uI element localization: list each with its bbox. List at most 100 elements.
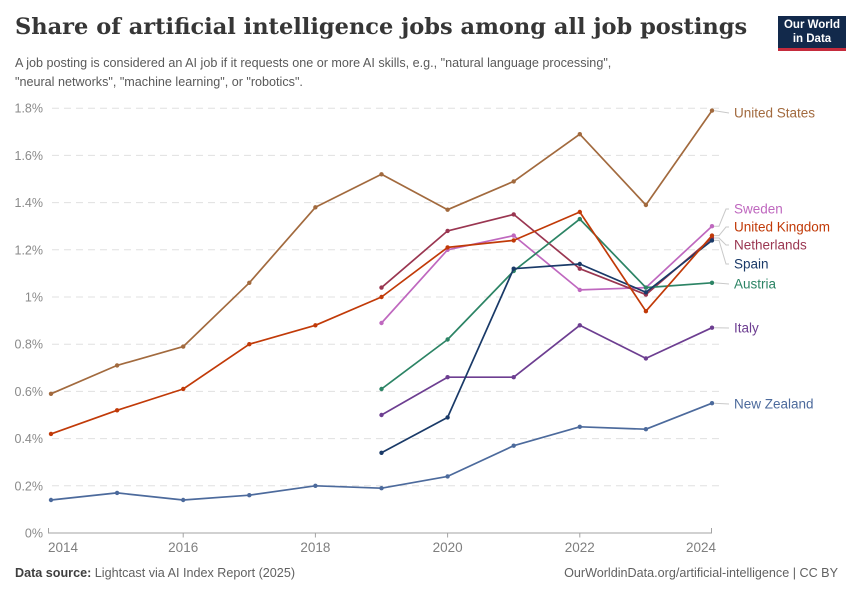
data-point-new-zealand xyxy=(379,486,384,491)
series-line-spain[interactable] xyxy=(380,239,713,454)
data-point-united-kingdom xyxy=(577,209,582,215)
data-point-new-zealand xyxy=(247,493,252,498)
data-point-austria xyxy=(577,216,582,222)
y-axis-tick-label-0.8%: 0.8% xyxy=(15,338,44,352)
data-point-united-states xyxy=(643,202,649,208)
chart-subtitle: A job posting is considered an AI job if… xyxy=(15,54,775,91)
x-axis-tick-label-2014: 2014 xyxy=(48,540,79,555)
y-axis-tick-label-0.6%: 0.6% xyxy=(15,385,44,399)
series-label-spain[interactable]: Spain xyxy=(734,257,769,272)
logo-line-1: Our World xyxy=(783,19,840,31)
y-axis-tick-label-0.2%: 0.2% xyxy=(15,479,44,493)
data-point-new-zealand xyxy=(511,443,516,448)
x-axis-tick-label-2018: 2018 xyxy=(300,540,330,555)
data-point-spain xyxy=(379,450,384,455)
data-point-united-states xyxy=(577,132,582,137)
data-point-austria xyxy=(643,285,649,290)
data-point-united-kingdom xyxy=(313,323,318,328)
data-source-label: Data source: xyxy=(15,566,92,580)
subtitle-line-2: "neural networks", "machine learning", o… xyxy=(15,74,303,89)
our-world-in-data-logo[interactable]: Our World in Data xyxy=(778,16,846,51)
data-point-united-states xyxy=(181,344,186,349)
data-point-sweden xyxy=(379,320,384,326)
series-label-united-states[interactable]: United States xyxy=(734,106,815,121)
data-point-spain xyxy=(643,290,649,295)
data-point-italy xyxy=(511,375,516,380)
page-title: Share of artificial intelligence jobs am… xyxy=(15,14,748,40)
data-point-new-zealand xyxy=(48,497,54,503)
data-point-spain xyxy=(709,238,715,243)
series-line-austria[interactable] xyxy=(380,218,713,390)
data-source-value: Lightcast via AI Index Report (2025) xyxy=(94,566,296,580)
series-label-connector-spain xyxy=(714,239,729,265)
y-axis-tick-label-1%: 1% xyxy=(25,291,43,305)
data-point-united-states xyxy=(313,205,318,210)
y-axis-tick-label-1.6%: 1.6% xyxy=(15,149,44,163)
data-point-united-kingdom xyxy=(511,238,516,243)
data-source-note: Data source: Lightcast via AI Index Repo… xyxy=(15,566,295,580)
data-point-austria xyxy=(379,386,384,392)
x-axis-tick-label-2024: 2024 xyxy=(686,540,717,555)
data-point-united-kingdom xyxy=(48,431,54,437)
series-label-netherlands[interactable]: Netherlands xyxy=(734,238,807,253)
data-point-united-kingdom xyxy=(114,408,120,413)
data-point-netherlands xyxy=(445,228,450,234)
series-label-connector-united-states xyxy=(713,110,730,114)
data-point-united-states xyxy=(114,363,120,368)
data-point-united-states xyxy=(511,179,516,184)
series-line-netherlands[interactable] xyxy=(380,213,713,296)
series-line-italy[interactable] xyxy=(380,324,713,416)
series-label-austria[interactable]: Austria xyxy=(734,277,777,292)
data-point-united-kingdom xyxy=(445,245,450,250)
data-point-united-states xyxy=(709,108,715,113)
data-point-new-zealand xyxy=(114,490,120,496)
x-axis-tick-label-2022: 2022 xyxy=(565,540,595,555)
data-point-united-kingdom xyxy=(379,294,384,300)
data-point-sweden xyxy=(577,287,582,293)
y-axis-tick-label-0%: 0% xyxy=(25,527,43,541)
series-label-connector-netherlands xyxy=(714,237,729,246)
credit-link[interactable]: OurWorldinData.org/artificial-intelligen… xyxy=(564,566,838,580)
series-label-connector-austria xyxy=(713,282,730,285)
series-label-new-zealand[interactable]: New Zealand xyxy=(734,397,814,412)
data-point-united-kingdom xyxy=(643,309,649,314)
data-point-netherlands xyxy=(511,212,516,217)
data-point-italy xyxy=(379,412,384,418)
data-point-new-zealand xyxy=(313,483,318,488)
series-label-sweden[interactable]: Sweden xyxy=(734,202,783,217)
data-point-austria xyxy=(709,280,715,285)
series-label-connector-sweden xyxy=(714,208,729,227)
data-point-united-states xyxy=(48,391,54,396)
data-point-netherlands xyxy=(577,266,582,271)
x-axis-tick-label-2020: 2020 xyxy=(433,540,463,555)
series-label-italy[interactable]: Italy xyxy=(734,321,759,336)
data-point-sweden xyxy=(511,233,516,238)
y-axis-tick-label-0.4%: 0.4% xyxy=(15,432,44,446)
series-line-sweden[interactable] xyxy=(380,225,713,324)
y-axis-tick-label-1.8%: 1.8% xyxy=(15,102,44,116)
data-point-new-zealand xyxy=(577,424,582,429)
data-point-united-states xyxy=(247,280,252,285)
data-point-italy xyxy=(445,375,450,380)
data-point-new-zealand xyxy=(181,497,186,503)
data-point-new-zealand xyxy=(643,427,649,432)
series-label-connector-united-kingdom xyxy=(714,226,729,237)
data-point-united-states xyxy=(379,172,384,177)
data-point-netherlands xyxy=(379,285,384,290)
data-point-new-zealand xyxy=(709,401,715,406)
series-label-united-kingdom[interactable]: United Kingdom xyxy=(734,220,830,235)
subtitle-line-1: A job posting is considered an AI job if… xyxy=(15,56,612,70)
data-point-spain xyxy=(445,415,450,420)
series-label-connector-new-zealand xyxy=(713,402,730,405)
data-point-sweden xyxy=(709,224,715,229)
data-point-spain xyxy=(577,261,582,267)
logo-line-2: in Data xyxy=(792,32,832,45)
data-point-united-kingdom xyxy=(181,386,186,392)
x-axis-tick-label-2016: 2016 xyxy=(168,540,198,555)
data-point-united-states xyxy=(445,207,450,212)
data-point-spain xyxy=(511,266,516,271)
data-point-new-zealand xyxy=(445,474,450,479)
y-axis-tick-label-1.4%: 1.4% xyxy=(15,196,44,210)
